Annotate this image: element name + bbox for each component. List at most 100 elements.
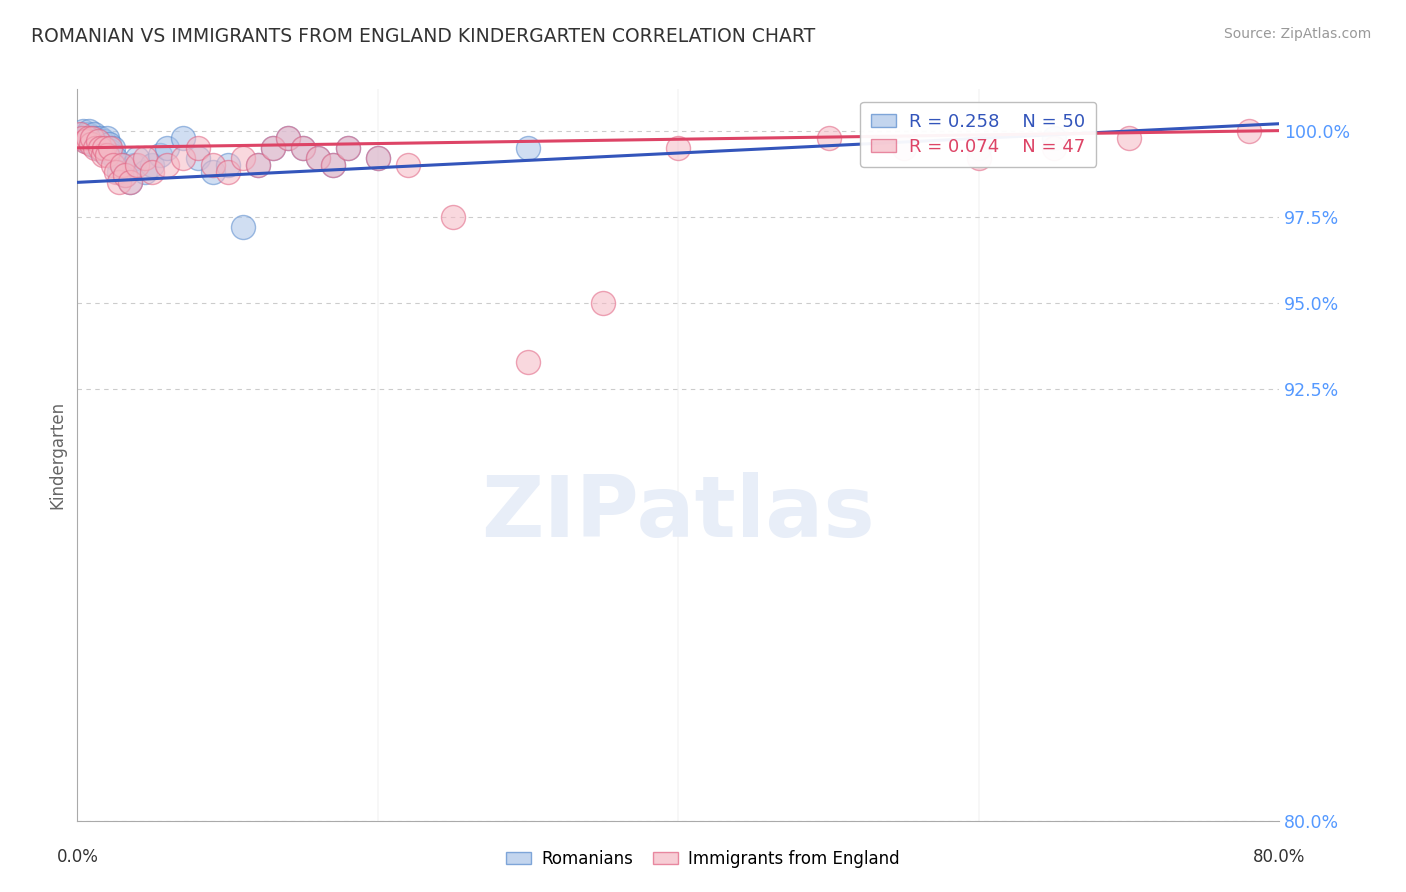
Point	[127, 151, 149, 165]
Point	[97, 137, 120, 152]
Point	[90, 137, 112, 152]
Point	[262, 141, 284, 155]
Point	[105, 165, 128, 179]
Point	[69, 127, 91, 141]
Point	[441, 210, 464, 224]
Point	[322, 158, 344, 172]
Point	[134, 165, 156, 179]
Point	[73, 130, 96, 145]
Point	[79, 123, 101, 137]
Point	[277, 130, 299, 145]
Point	[893, 141, 915, 155]
Point	[118, 175, 141, 189]
Text: 0.0%: 0.0%	[56, 848, 98, 866]
Point	[246, 158, 269, 172]
Point	[103, 158, 125, 172]
Point	[83, 127, 105, 141]
Point	[76, 130, 98, 145]
Point	[101, 147, 124, 161]
Point	[201, 158, 224, 172]
Point	[75, 134, 97, 148]
Point	[91, 147, 114, 161]
Point	[108, 175, 131, 189]
Point	[82, 137, 104, 152]
Point	[70, 127, 93, 141]
Point	[246, 158, 269, 172]
Point	[91, 145, 114, 159]
Point	[517, 355, 540, 369]
Point	[307, 151, 329, 165]
Text: Source: ZipAtlas.com: Source: ZipAtlas.com	[1223, 27, 1371, 41]
Point	[111, 158, 134, 172]
Point	[517, 141, 540, 155]
Point	[80, 130, 103, 145]
Point	[232, 151, 254, 165]
Point	[93, 141, 115, 155]
Point	[104, 151, 127, 165]
Point	[172, 130, 194, 145]
Text: ZIPatlas: ZIPatlas	[481, 472, 876, 555]
Point	[69, 130, 91, 145]
Point	[96, 130, 118, 145]
Point	[103, 141, 125, 155]
Point	[93, 134, 115, 148]
Point	[156, 158, 179, 172]
Point	[87, 141, 110, 155]
Point	[76, 127, 98, 141]
Text: ROMANIAN VS IMMIGRANTS FROM ENGLAND KINDERGARTEN CORRELATION CHART: ROMANIAN VS IMMIGRANTS FROM ENGLAND KIND…	[31, 27, 815, 45]
Point	[336, 141, 359, 155]
Point	[149, 147, 172, 161]
Point	[156, 141, 179, 155]
Point	[89, 141, 111, 155]
Point	[291, 141, 314, 155]
Point	[322, 158, 344, 172]
Point	[70, 130, 93, 145]
Point	[367, 151, 389, 165]
Point	[80, 137, 103, 152]
Point	[172, 151, 194, 165]
Point	[127, 158, 149, 172]
Point	[668, 141, 690, 155]
Point	[262, 141, 284, 155]
Point	[592, 296, 614, 310]
Point	[1239, 123, 1261, 137]
Point	[114, 169, 136, 183]
Point	[396, 158, 419, 172]
Point	[367, 151, 389, 165]
Point	[124, 158, 146, 172]
Point	[84, 141, 107, 155]
Point	[73, 134, 96, 148]
Point	[967, 141, 990, 155]
Point	[217, 158, 239, 172]
Point	[1118, 130, 1140, 145]
Point	[1043, 141, 1066, 155]
Point	[817, 130, 839, 145]
Point	[114, 169, 136, 183]
Point	[87, 134, 110, 148]
Point	[336, 141, 359, 155]
Point	[72, 123, 94, 137]
Point	[134, 151, 156, 165]
Point	[96, 147, 118, 161]
Point	[100, 145, 122, 159]
Point	[307, 151, 329, 165]
Point	[967, 151, 990, 165]
Point	[86, 134, 108, 148]
Legend: Romanians, Immigrants from England: Romanians, Immigrants from England	[499, 844, 907, 875]
Point	[201, 165, 224, 179]
Point	[277, 130, 299, 145]
Legend: R = 0.258    N = 50, R = 0.074    N = 47: R = 0.258 N = 50, R = 0.074 N = 47	[860, 102, 1097, 167]
Point	[111, 158, 134, 172]
Point	[141, 165, 163, 179]
Point	[118, 175, 141, 189]
Point	[186, 151, 209, 165]
Point	[100, 141, 122, 155]
Point	[84, 130, 107, 145]
Point	[89, 130, 111, 145]
Point	[82, 130, 104, 145]
Point	[232, 220, 254, 235]
Point	[291, 141, 314, 155]
Point	[141, 158, 163, 172]
Point	[217, 165, 239, 179]
Point	[186, 141, 209, 155]
